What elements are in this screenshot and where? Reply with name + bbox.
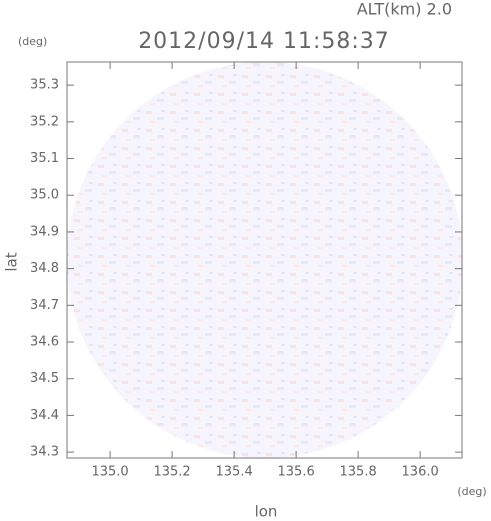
y-tick-label: 35.1	[30, 151, 59, 166]
y-tick-label: 34.8	[30, 261, 59, 276]
y-tick-label: 34.9	[30, 224, 59, 239]
y-tick-label: 34.7	[30, 298, 59, 313]
x-tick-label: 135.2	[153, 465, 190, 480]
plot-frame	[66, 61, 463, 459]
y-tick-label: 35.3	[30, 78, 59, 93]
y-tick-label: 34.5	[30, 371, 59, 386]
x-tick-label: 135.8	[340, 465, 377, 480]
y-tick-label: 34.6	[30, 335, 59, 350]
y-tick-label: 34.3	[30, 445, 59, 460]
y-tick-label: 35.2	[30, 114, 59, 129]
x-unit: (deg)	[457, 485, 486, 498]
x-tick-label: 135.0	[91, 465, 128, 480]
y-tick-label: 34.4	[30, 408, 59, 423]
altitude-label: ALT(km) 2.0	[357, 0, 452, 19]
plot-area	[66, 61, 463, 459]
y-unit: (deg)	[18, 35, 47, 48]
x-tick-label: 135.6	[278, 465, 315, 480]
x-tick-label: 135.4	[216, 465, 253, 480]
y-tick-label: 35.0	[30, 188, 59, 203]
x-tick-label: 136.0	[402, 465, 439, 480]
y-axis-label: lat	[3, 252, 21, 271]
x-axis-label: lon	[255, 503, 278, 521]
radar-field	[67, 62, 463, 458]
chart-title: 2012/09/14 11:58:37	[138, 29, 390, 54]
